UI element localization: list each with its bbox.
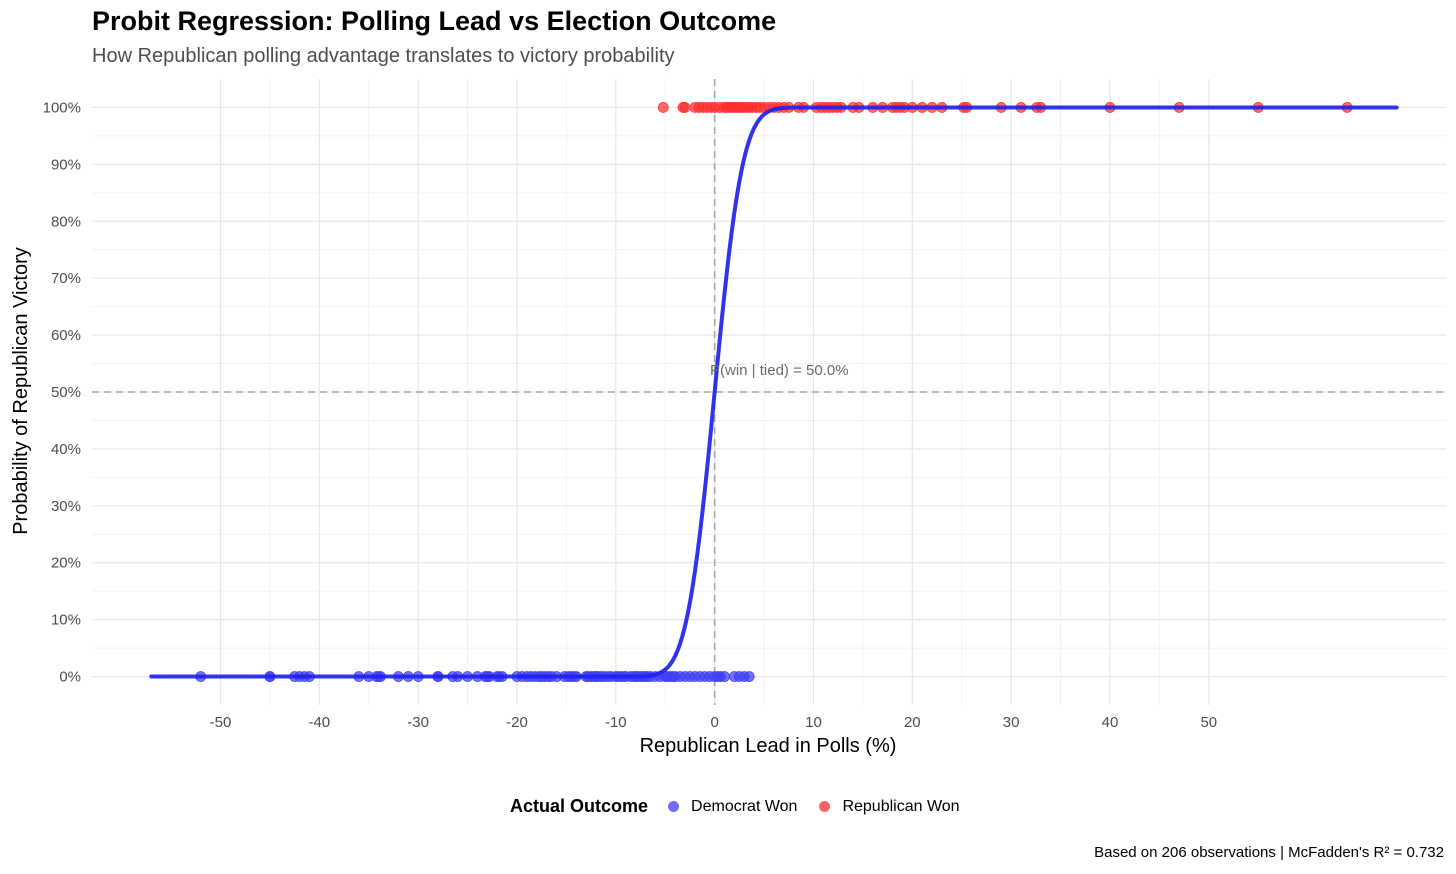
y-tick-label: 70% [51, 270, 81, 287]
y-tick-label: 60% [51, 327, 81, 344]
x-tick-label: -10 [605, 714, 627, 731]
tied-annotation: P(win | tied) = 50.0% [710, 362, 849, 379]
x-tick-label: 10 [805, 714, 822, 731]
republican-won-point [679, 102, 691, 113]
democrat-won-point [719, 671, 730, 682]
probit-fit-curve [149, 105, 1399, 679]
y-tick-label: 0% [59, 669, 81, 686]
y-tick-label: 10% [51, 612, 81, 629]
legend-item-republican: Republican Won [819, 797, 960, 816]
x-tick-label: -30 [407, 714, 429, 731]
x-tick-label: 0 [710, 714, 718, 731]
legend-dot-republican [819, 801, 831, 812]
y-tick-label: 30% [51, 498, 81, 515]
legend: Actual Outcome Democrat Won Republican W… [510, 796, 982, 817]
democrat-won-point [743, 671, 755, 682]
x-tick-label: -50 [210, 714, 232, 731]
x-tick-label: 40 [1102, 714, 1119, 731]
fit-curve-layer [149, 105, 1399, 679]
republican-won-point [657, 102, 669, 113]
x-tick-label: -40 [308, 714, 330, 731]
legend-label-republican: Republican Won [842, 797, 960, 815]
y-tick-label: 90% [51, 156, 81, 173]
legend-item-democrat: Democrat Won [668, 798, 797, 816]
x-tick-label: 50 [1200, 714, 1217, 731]
y-tick-label: 20% [51, 555, 81, 572]
y-axis-title: Probability of Republican Victory [10, 247, 32, 535]
x-tick-label: 30 [1003, 714, 1020, 731]
x-tick-label: 20 [904, 714, 921, 731]
legend-title: Actual Outcome [510, 796, 649, 816]
x-tick-label: -20 [506, 714, 528, 731]
x-axis-title: Republican Lead in Polls (%) [640, 735, 897, 757]
legend-label-democrat: Democrat Won [691, 797, 798, 815]
y-tick-label: 40% [51, 441, 81, 458]
chart-title: Probit Regression: Polling Lead vs Elect… [92, 6, 777, 36]
y-tick-label: 100% [43, 99, 81, 116]
y-tick-label: 50% [51, 384, 81, 401]
caption: Based on 206 observations | McFadden's R… [1094, 844, 1444, 861]
y-tick-label: 80% [51, 213, 81, 230]
chart-subtitle: How Republican polling advantage transla… [92, 45, 675, 67]
legend-dot-democrat [668, 801, 680, 812]
axis-layer: -50 -40 -30 -20 -10 0 10 20 30 40 50 0% 10% 20% 30% 40%… [43, 99, 1218, 731]
